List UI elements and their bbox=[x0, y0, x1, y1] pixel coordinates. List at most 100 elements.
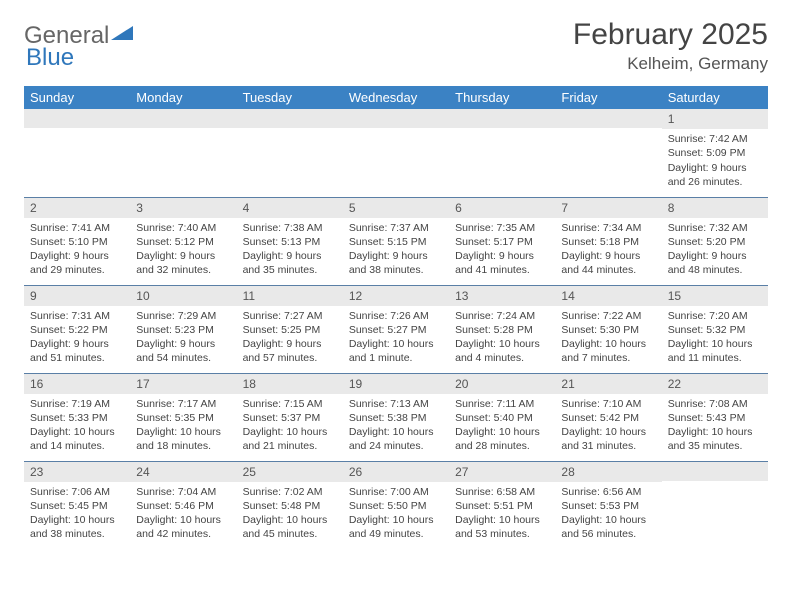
daylight-text: Daylight: 10 hours and 31 minutes. bbox=[561, 425, 655, 453]
sunset-text: Sunset: 5:40 PM bbox=[455, 411, 549, 425]
sunrise-text: Sunrise: 6:56 AM bbox=[561, 485, 655, 499]
month-title: February 2025 bbox=[573, 18, 768, 52]
sunrise-text: Sunrise: 7:35 AM bbox=[455, 221, 549, 235]
sunset-text: Sunset: 5:22 PM bbox=[30, 323, 124, 337]
sunrise-text: Sunrise: 7:02 AM bbox=[243, 485, 337, 499]
sunrise-text: Sunrise: 7:04 AM bbox=[136, 485, 230, 499]
day-cell: 14Sunrise: 7:22 AMSunset: 5:30 PMDayligh… bbox=[555, 285, 661, 373]
sunset-text: Sunset: 5:13 PM bbox=[243, 235, 337, 249]
day-cell: 16Sunrise: 7:19 AMSunset: 5:33 PMDayligh… bbox=[24, 373, 130, 461]
day-number: 23 bbox=[24, 462, 130, 482]
day-cell: 24Sunrise: 7:04 AMSunset: 5:46 PMDayligh… bbox=[130, 461, 236, 549]
daylight-text: Daylight: 9 hours and 57 minutes. bbox=[243, 337, 337, 365]
day-cell: 19Sunrise: 7:13 AMSunset: 5:38 PMDayligh… bbox=[343, 373, 449, 461]
sunrise-text: Sunrise: 7:08 AM bbox=[668, 397, 762, 411]
day-cell: 22Sunrise: 7:08 AMSunset: 5:43 PMDayligh… bbox=[662, 373, 768, 461]
daylight-text: Daylight: 9 hours and 48 minutes. bbox=[668, 249, 762, 277]
day-cell: 5Sunrise: 7:37 AMSunset: 5:15 PMDaylight… bbox=[343, 197, 449, 285]
sunset-text: Sunset: 5:09 PM bbox=[668, 146, 762, 160]
day-details: Sunrise: 7:29 AMSunset: 5:23 PMDaylight:… bbox=[130, 306, 236, 372]
sunset-text: Sunset: 5:10 PM bbox=[30, 235, 124, 249]
day-details: Sunrise: 7:10 AMSunset: 5:42 PMDaylight:… bbox=[555, 394, 661, 460]
daylight-text: Daylight: 9 hours and 51 minutes. bbox=[30, 337, 124, 365]
sunrise-text: Sunrise: 7:40 AM bbox=[136, 221, 230, 235]
location: Kelheim, Germany bbox=[573, 54, 768, 74]
day-number: 24 bbox=[130, 462, 236, 482]
day-cell bbox=[555, 109, 661, 197]
day-details: Sunrise: 7:42 AMSunset: 5:09 PMDaylight:… bbox=[662, 129, 768, 195]
day-details: Sunrise: 7:11 AMSunset: 5:40 PMDaylight:… bbox=[449, 394, 555, 460]
sunrise-text: Sunrise: 6:58 AM bbox=[455, 485, 549, 499]
day-details: Sunrise: 7:02 AMSunset: 5:48 PMDaylight:… bbox=[237, 482, 343, 548]
day-details: Sunrise: 7:26 AMSunset: 5:27 PMDaylight:… bbox=[343, 306, 449, 372]
day-cell: 17Sunrise: 7:17 AMSunset: 5:35 PMDayligh… bbox=[130, 373, 236, 461]
day-number: 15 bbox=[662, 286, 768, 306]
day-cell: 23Sunrise: 7:06 AMSunset: 5:45 PMDayligh… bbox=[24, 461, 130, 549]
day-details: Sunrise: 7:06 AMSunset: 5:45 PMDaylight:… bbox=[24, 482, 130, 548]
day-cell: 2Sunrise: 7:41 AMSunset: 5:10 PMDaylight… bbox=[24, 197, 130, 285]
week-row: 23Sunrise: 7:06 AMSunset: 5:45 PMDayligh… bbox=[24, 461, 768, 549]
day-cell: 15Sunrise: 7:20 AMSunset: 5:32 PMDayligh… bbox=[662, 285, 768, 373]
sunset-text: Sunset: 5:30 PM bbox=[561, 323, 655, 337]
day-number: 16 bbox=[24, 374, 130, 394]
weekday-header: Monday bbox=[130, 86, 236, 109]
day-cell bbox=[130, 109, 236, 197]
day-details: Sunrise: 7:19 AMSunset: 5:33 PMDaylight:… bbox=[24, 394, 130, 460]
day-number-empty bbox=[130, 109, 236, 128]
daylight-text: Daylight: 10 hours and 28 minutes. bbox=[455, 425, 549, 453]
day-number: 9 bbox=[24, 286, 130, 306]
day-cell: 13Sunrise: 7:24 AMSunset: 5:28 PMDayligh… bbox=[449, 285, 555, 373]
daylight-text: Daylight: 10 hours and 21 minutes. bbox=[243, 425, 337, 453]
day-cell: 25Sunrise: 7:02 AMSunset: 5:48 PMDayligh… bbox=[237, 461, 343, 549]
sunrise-text: Sunrise: 7:10 AM bbox=[561, 397, 655, 411]
day-number: 22 bbox=[662, 374, 768, 394]
day-number: 25 bbox=[237, 462, 343, 482]
day-number: 4 bbox=[237, 198, 343, 218]
day-cell bbox=[449, 109, 555, 197]
logo-triangle-icon bbox=[111, 24, 133, 42]
sunrise-text: Sunrise: 7:15 AM bbox=[243, 397, 337, 411]
daylight-text: Daylight: 10 hours and 14 minutes. bbox=[30, 425, 124, 453]
day-cell bbox=[237, 109, 343, 197]
sunrise-text: Sunrise: 7:34 AM bbox=[561, 221, 655, 235]
day-cell bbox=[24, 109, 130, 197]
sunrise-text: Sunrise: 7:37 AM bbox=[349, 221, 443, 235]
sunset-text: Sunset: 5:46 PM bbox=[136, 499, 230, 513]
day-number: 14 bbox=[555, 286, 661, 306]
calendar-table: Sunday Monday Tuesday Wednesday Thursday… bbox=[24, 86, 768, 549]
day-details: Sunrise: 7:40 AMSunset: 5:12 PMDaylight:… bbox=[130, 218, 236, 284]
sunset-text: Sunset: 5:43 PM bbox=[668, 411, 762, 425]
daylight-text: Daylight: 10 hours and 53 minutes. bbox=[455, 513, 549, 541]
day-number: 3 bbox=[130, 198, 236, 218]
daylight-text: Daylight: 9 hours and 29 minutes. bbox=[30, 249, 124, 277]
weekday-header: Saturday bbox=[662, 86, 768, 109]
sunset-text: Sunset: 5:33 PM bbox=[30, 411, 124, 425]
day-cell bbox=[662, 461, 768, 549]
day-cell: 20Sunrise: 7:11 AMSunset: 5:40 PMDayligh… bbox=[449, 373, 555, 461]
day-details: Sunrise: 7:13 AMSunset: 5:38 PMDaylight:… bbox=[343, 394, 449, 460]
daylight-text: Daylight: 9 hours and 38 minutes. bbox=[349, 249, 443, 277]
day-number: 8 bbox=[662, 198, 768, 218]
sunset-text: Sunset: 5:12 PM bbox=[136, 235, 230, 249]
daylight-text: Daylight: 10 hours and 49 minutes. bbox=[349, 513, 443, 541]
day-details: Sunrise: 7:17 AMSunset: 5:35 PMDaylight:… bbox=[130, 394, 236, 460]
header: General February 2025 Kelheim, Germany bbox=[24, 18, 768, 74]
daylight-text: Daylight: 9 hours and 44 minutes. bbox=[561, 249, 655, 277]
day-details: Sunrise: 7:37 AMSunset: 5:15 PMDaylight:… bbox=[343, 218, 449, 284]
daylight-text: Daylight: 10 hours and 24 minutes. bbox=[349, 425, 443, 453]
sunset-text: Sunset: 5:50 PM bbox=[349, 499, 443, 513]
sunrise-text: Sunrise: 7:00 AM bbox=[349, 485, 443, 499]
daylight-text: Daylight: 10 hours and 42 minutes. bbox=[136, 513, 230, 541]
daylight-text: Daylight: 10 hours and 38 minutes. bbox=[30, 513, 124, 541]
day-details: Sunrise: 7:04 AMSunset: 5:46 PMDaylight:… bbox=[130, 482, 236, 548]
day-number-empty bbox=[662, 462, 768, 481]
day-details: Sunrise: 7:32 AMSunset: 5:20 PMDaylight:… bbox=[662, 218, 768, 284]
daylight-text: Daylight: 9 hours and 41 minutes. bbox=[455, 249, 549, 277]
day-number: 5 bbox=[343, 198, 449, 218]
sunrise-text: Sunrise: 7:32 AM bbox=[668, 221, 762, 235]
day-number: 17 bbox=[130, 374, 236, 394]
sunrise-text: Sunrise: 7:31 AM bbox=[30, 309, 124, 323]
day-number-empty bbox=[449, 109, 555, 128]
day-cell: 26Sunrise: 7:00 AMSunset: 5:50 PMDayligh… bbox=[343, 461, 449, 549]
day-details: Sunrise: 7:27 AMSunset: 5:25 PMDaylight:… bbox=[237, 306, 343, 372]
